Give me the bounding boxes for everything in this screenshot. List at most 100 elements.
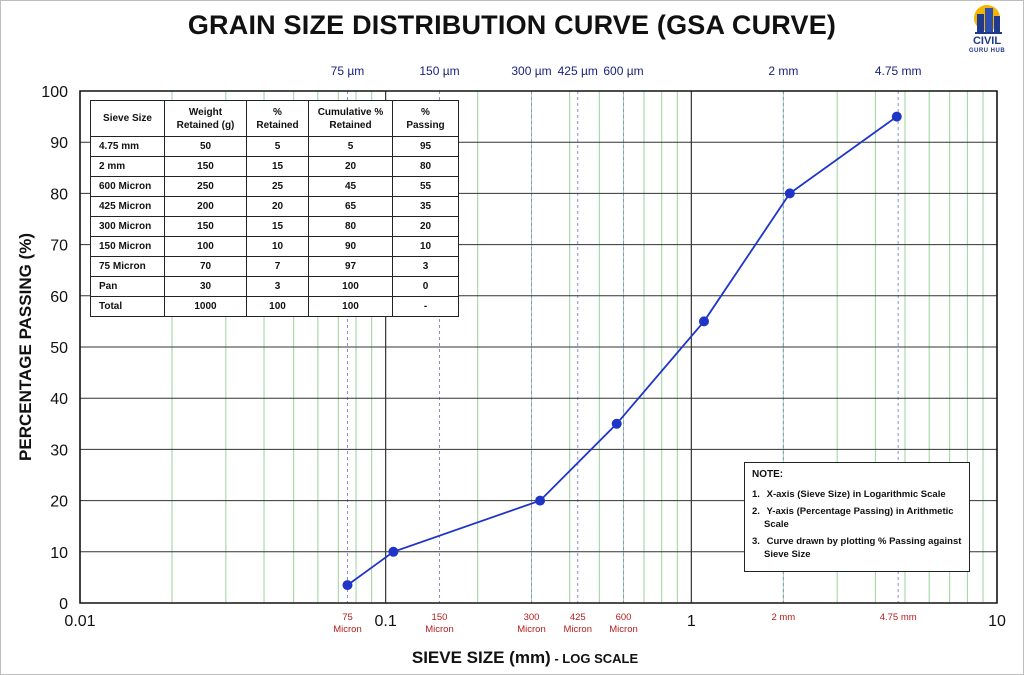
logo-subtext: GURU HUB bbox=[968, 48, 1006, 54]
table-cell: 10 bbox=[246, 236, 309, 257]
table-cell: 55 bbox=[392, 176, 459, 197]
data-point bbox=[388, 546, 399, 557]
table-cell: 150 bbox=[164, 156, 247, 177]
table-cell: 70 bbox=[164, 256, 247, 277]
table-header-cell: Cumulative % Retained bbox=[308, 100, 393, 137]
y-tick-label: 30 bbox=[50, 442, 68, 459]
note-item-text: X-axis (Sieve Size) in Logarithmic Scale bbox=[764, 489, 946, 500]
table-header-cell: % Retained bbox=[246, 100, 309, 137]
note-item-number: 1. bbox=[752, 489, 760, 500]
table-header-cell: % Passing bbox=[392, 100, 459, 137]
table-header-row: Sieve Size Weight Retained (g)% Retained Cum… bbox=[90, 100, 459, 137]
table-cell: 90 bbox=[308, 236, 393, 257]
bottom-sieve-label: 4.75 mm bbox=[880, 612, 917, 623]
table-cell: 425 Micron bbox=[90, 196, 165, 217]
y-tick-label: 60 bbox=[50, 289, 68, 306]
bottom-sieve-label-unit: Micron bbox=[517, 624, 546, 635]
y-tick-label: 0 bbox=[59, 596, 68, 613]
table-cell: 75 Micron bbox=[90, 256, 165, 277]
note-box: NOTE: 1. X-axis (Sieve Size) in Logarith… bbox=[744, 462, 970, 572]
table-cell: 50 bbox=[164, 136, 247, 157]
table-cell: 30 bbox=[164, 276, 247, 297]
table-header-cell: Weight Retained (g) bbox=[164, 100, 247, 137]
table-row: 425 Micron 200 20 65 35 bbox=[90, 196, 459, 217]
bottom-sieve-label-unit: Micron bbox=[609, 624, 638, 635]
y-tick-label: 20 bbox=[50, 494, 68, 511]
data-point bbox=[611, 418, 622, 429]
chart-title: GRAIN SIZE DISTRIBUTION CURVE (GSA CURVE… bbox=[187, 10, 837, 40]
bottom-sieve-label-unit: Micron bbox=[563, 624, 592, 635]
building-icon bbox=[974, 5, 1002, 34]
y-tick-label: 40 bbox=[50, 391, 68, 408]
table-cell: 10 bbox=[392, 236, 459, 257]
note-item-text: Curve drawn by plotting % Passing agains… bbox=[764, 536, 962, 560]
note-item-text: Y-axis (Percentage Passing) in Arithmeti… bbox=[764, 506, 954, 530]
table-cell: 100 bbox=[246, 296, 309, 317]
table-cell: 100 bbox=[308, 296, 393, 317]
table-cell: 65 bbox=[308, 196, 393, 217]
y-tick-label: 100 bbox=[41, 84, 68, 101]
note-title: NOTE: bbox=[752, 469, 784, 480]
bottom-sieve-label: 150 bbox=[432, 612, 448, 623]
table-cell: 200 bbox=[164, 196, 247, 217]
x-tick-label: 1 bbox=[687, 613, 696, 630]
bottom-sieve-label: 75 bbox=[342, 612, 353, 623]
top-sieve-label: 150 µm bbox=[419, 64, 459, 78]
data-point bbox=[698, 316, 709, 327]
table-cell: 250 bbox=[164, 176, 247, 197]
bottom-sieve-label: 2 mm bbox=[771, 612, 795, 623]
table-cell: Pan bbox=[90, 276, 165, 297]
note-item-number: 3. bbox=[752, 536, 760, 547]
bottom-sieve-label: 300 bbox=[524, 612, 540, 623]
table-row: 300 Micron 150 15 80 20 bbox=[90, 216, 459, 237]
table-cell: 600 Micron bbox=[90, 176, 165, 197]
table-cell: 100 bbox=[164, 236, 247, 257]
table-cell: 95 bbox=[392, 136, 459, 157]
table-cell: 1000 bbox=[164, 296, 247, 317]
table-row: 4.75 mm 50 5 5 95 bbox=[90, 136, 459, 157]
bottom-sieve-label-unit: Micron bbox=[425, 624, 454, 635]
x-tick-label: 10 bbox=[988, 613, 1006, 630]
table-cell: 150 Micron bbox=[90, 236, 165, 257]
table-cell: 20 bbox=[246, 196, 309, 217]
top-sieve-label: 2 mm bbox=[768, 64, 798, 78]
note-item: 1. X-axis (Sieve Size) in Logarithmic Sc… bbox=[752, 488, 962, 501]
note-item: 2. Y-axis (Percentage Passing) in Arithm… bbox=[752, 505, 962, 531]
x-tick-label: 0.01 bbox=[64, 613, 95, 630]
logo-text: CIVIL bbox=[972, 35, 1002, 47]
y-tick-label: 70 bbox=[50, 238, 68, 255]
data-point bbox=[784, 188, 795, 199]
sieve-analysis-table: Sieve Size Weight Retained (g)% Retained Cum… bbox=[90, 100, 459, 317]
table-cell: 150 bbox=[164, 216, 247, 237]
sieve-analysis-table-wrap: Sieve Size Weight Retained (g)% Retained Cum… bbox=[90, 100, 459, 317]
y-tick-label: 10 bbox=[50, 545, 68, 562]
table-cell: 0 bbox=[392, 276, 459, 297]
table-cell: 97 bbox=[308, 256, 393, 277]
table-cell: 3 bbox=[392, 256, 459, 277]
note-item: 3. Curve drawn by plotting % Passing aga… bbox=[752, 535, 962, 561]
y-tick-label: 90 bbox=[50, 135, 68, 152]
bottom-sieve-label: 425 bbox=[570, 612, 586, 623]
table-cell: - bbox=[392, 296, 459, 317]
table-cell: 2 mm bbox=[90, 156, 165, 177]
table-row: 150 Micron 100 10 90 10 bbox=[90, 236, 459, 257]
table-cell: 45 bbox=[308, 176, 393, 197]
data-point bbox=[891, 111, 902, 122]
top-sieve-label: 300 µm bbox=[511, 64, 551, 78]
table-cell: 100 bbox=[308, 276, 393, 297]
data-point bbox=[342, 580, 353, 591]
top-sieve-label: 600 µm bbox=[603, 64, 643, 78]
plot-area-border bbox=[79, 90, 998, 604]
table-cell: 5 bbox=[308, 136, 393, 157]
table-cell: Total bbox=[90, 296, 165, 317]
table-cell: 80 bbox=[308, 216, 393, 237]
table-cell: 7 bbox=[246, 256, 309, 277]
table-cell: 80 bbox=[392, 156, 459, 177]
y-axis-label: PERCENTAGE PASSING (%) bbox=[16, 233, 35, 461]
table-cell: 25 bbox=[246, 176, 309, 197]
y-tick-label: 80 bbox=[50, 186, 68, 203]
table-cell: 5 bbox=[246, 136, 309, 157]
table-cell: 35 bbox=[392, 196, 459, 217]
table-cell: 3 bbox=[246, 276, 309, 297]
table-body: 4.75 mm 50 5 5 95 2 mm 150 15 20 80 600 Micron 250 2… bbox=[90, 136, 459, 317]
